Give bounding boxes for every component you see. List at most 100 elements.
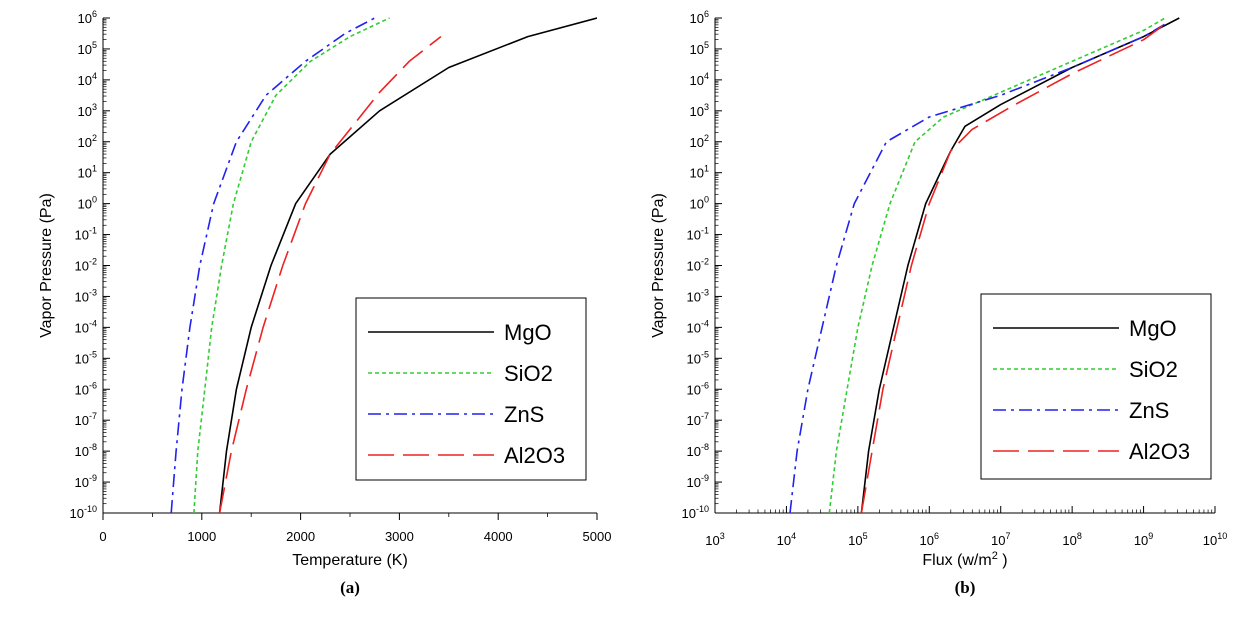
y-tick-label: 10-6 — [687, 380, 709, 397]
x-axis-title-main: Temperature (K) — [292, 552, 408, 569]
y-tick-exponent: 1 — [704, 164, 709, 174]
x-axis-title-superscript: 2 — [992, 550, 998, 562]
y-tick-label: 100 — [690, 195, 709, 212]
x-tick-exponent: 4 — [791, 531, 796, 541]
y-tick-label: 101 — [78, 164, 97, 181]
y-tick-label: 10-4 — [75, 318, 97, 335]
x-tick-base: 10 — [1203, 533, 1217, 548]
y-tick-exponent: 5 — [704, 40, 709, 50]
y-tick-base: 10 — [690, 73, 704, 88]
series-line-sio2 — [193, 17, 390, 513]
y-tick-label: 10-3 — [75, 287, 97, 304]
y-tick-exponent: -9 — [89, 473, 97, 483]
y-tick-label: 104 — [690, 71, 709, 88]
x-tick-base: 10 — [1134, 533, 1148, 548]
y-tick-exponent: -5 — [701, 349, 709, 359]
y-tick-exponent: -10 — [84, 504, 97, 514]
legend-label: Al2O3 — [1129, 439, 1190, 464]
y-tick-exponent: 6 — [92, 9, 97, 19]
y-tick-label: 100 — [78, 195, 97, 212]
y-tick-label: 10-2 — [75, 257, 97, 274]
y-tick-exponent: -8 — [89, 442, 97, 452]
y-tick-label: 10-10 — [70, 504, 97, 521]
y-tick-exponent: -5 — [89, 349, 97, 359]
x-tick-label: 105 — [848, 531, 867, 548]
y-tick-exponent: 4 — [704, 71, 709, 81]
y-tick-exponent: 2 — [92, 133, 97, 143]
x-tick-label: 109 — [1134, 531, 1153, 548]
legend-box — [980, 293, 1212, 480]
x-tick-exponent: 3 — [720, 531, 725, 541]
y-tick-label: 104 — [78, 71, 97, 88]
y-tick-exponent: -2 — [701, 257, 709, 267]
y-tick-label: 10-3 — [687, 287, 709, 304]
y-tick-base: 10 — [75, 289, 89, 304]
y-tick-label: 10-9 — [75, 473, 97, 490]
y-tick-label: 106 — [690, 9, 709, 26]
y-tick-exponent: -1 — [89, 226, 97, 236]
y-tick-exponent: 2 — [704, 133, 709, 143]
y-tick-base: 10 — [690, 166, 704, 181]
y-tick-label: 103 — [690, 102, 709, 119]
y-axis-title: Vapor Pressure (Pa) — [38, 193, 55, 338]
y-tick-base: 10 — [70, 506, 84, 521]
legend-label: Al2O3 — [504, 443, 565, 468]
legend-label: SiO2 — [1129, 357, 1178, 382]
x-tick-label: 5000 — [583, 529, 612, 544]
x-tick-exponent: 8 — [1077, 531, 1082, 541]
y-tick-exponent: -8 — [701, 442, 709, 452]
y-tick-exponent: -1 — [701, 226, 709, 236]
y-tick-exponent: 0 — [704, 195, 709, 205]
x-tick-label: 1000 — [187, 529, 216, 544]
legend-label: SiO2 — [504, 361, 553, 386]
y-tick-base: 10 — [687, 259, 701, 274]
y-tick-base: 10 — [75, 475, 89, 490]
y-tick-label: 10-7 — [687, 411, 709, 428]
x-tick-label: 1010 — [1203, 531, 1227, 548]
x-axis-title: Temperature (K) — [292, 552, 408, 569]
y-tick-exponent: -3 — [89, 287, 97, 297]
y-tick-base: 10 — [78, 197, 92, 212]
y-tick-base: 10 — [75, 320, 89, 335]
y-tick-label: 101 — [690, 164, 709, 181]
x-tick-base: 10 — [777, 533, 791, 548]
panel-label: (a) — [340, 578, 360, 597]
y-tick-base: 10 — [690, 197, 704, 212]
y-tick-label: 10-1 — [687, 226, 709, 243]
legend: MgO SiO2 ZnS Al2O3 — [980, 293, 1212, 480]
y-tick-exponent: 1 — [92, 164, 97, 174]
x-tick-label: 108 — [1062, 531, 1081, 548]
x-tick-label: 0 — [99, 529, 106, 544]
y-tick-exponent: -6 — [89, 380, 97, 390]
y-tick-exponent: -6 — [701, 380, 709, 390]
y-tick-base: 10 — [687, 413, 701, 428]
x-tick-label: 104 — [777, 531, 796, 548]
y-tick-base: 10 — [75, 413, 89, 428]
legend-label: MgO — [1129, 316, 1177, 341]
series-line-zns — [789, 23, 1166, 513]
y-tick-label: 102 — [78, 133, 97, 150]
x-tick-base: 10 — [705, 533, 719, 548]
x-tick-base: 10 — [920, 533, 934, 548]
series-line-zns — [170, 17, 376, 513]
panel-label: (b) — [955, 578, 976, 597]
y-tick-exponent: 3 — [704, 102, 709, 112]
y-tick-exponent: -7 — [701, 411, 709, 421]
y-tick-label: 102 — [690, 133, 709, 150]
y-tick-base: 10 — [687, 351, 701, 366]
y-tick-exponent: -4 — [89, 318, 97, 328]
y-tick-base: 10 — [682, 506, 696, 521]
x-tick-base: 10 — [991, 533, 1005, 548]
y-tick-label: 10-8 — [75, 442, 97, 459]
series-line-al2o3 — [860, 23, 1166, 513]
y-tick-base: 10 — [75, 228, 89, 243]
y-tick-exponent: 3 — [92, 102, 97, 112]
y-tick-label: 10-5 — [687, 349, 709, 366]
y-tick-exponent: 6 — [704, 9, 709, 19]
x-axis-title-suffix: ) — [998, 552, 1008, 569]
y-tick-label: 10-1 — [75, 226, 97, 243]
y-tick-exponent: -10 — [696, 504, 709, 514]
y-tick-label: 105 — [690, 40, 709, 57]
y-tick-label: 106 — [78, 9, 97, 26]
